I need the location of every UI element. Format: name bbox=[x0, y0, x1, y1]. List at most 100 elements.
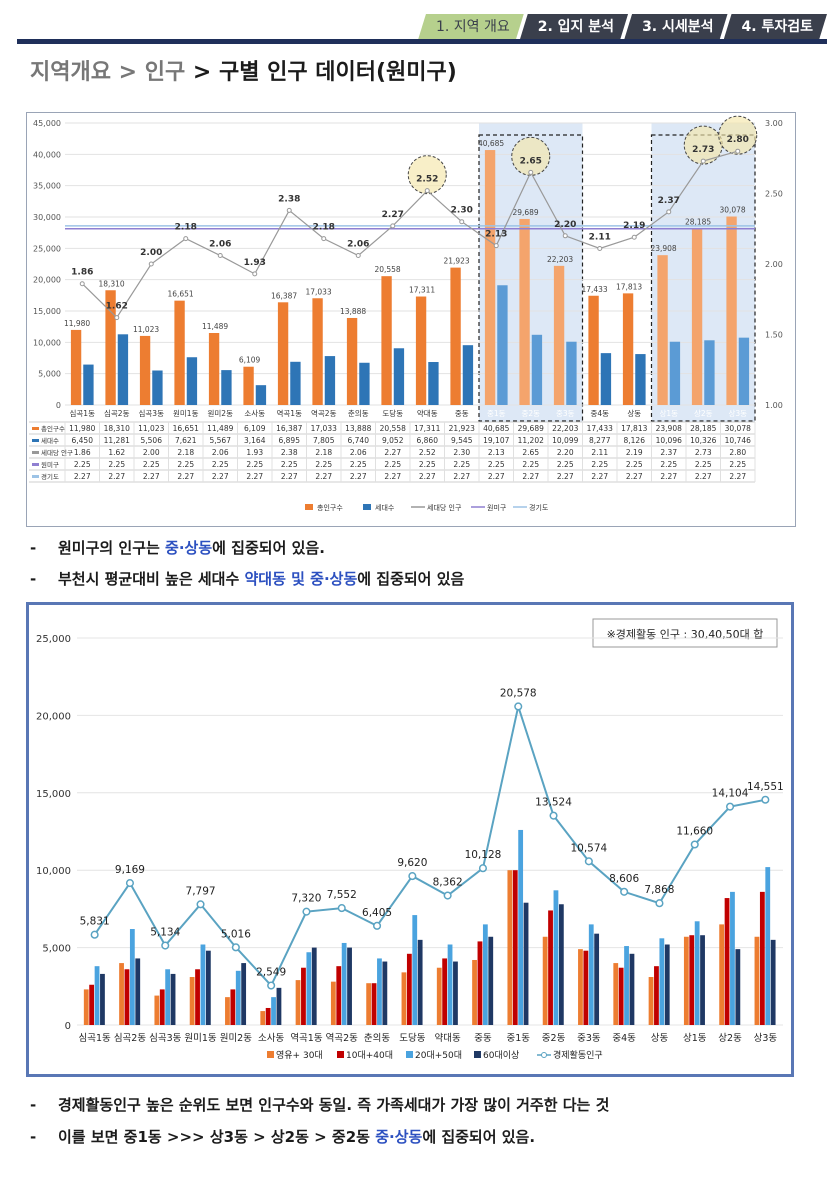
bar-1 bbox=[654, 966, 659, 1025]
ratio-point bbox=[631, 234, 637, 240]
bar-total-population bbox=[346, 317, 358, 405]
ratio-data-label: 2.06 bbox=[347, 240, 369, 250]
table-cell: 2.25 bbox=[384, 460, 401, 469]
x-tick-label: 원미1동 bbox=[184, 1033, 217, 1044]
y2-tick-label: 1.50 bbox=[765, 331, 783, 340]
bar-3 bbox=[311, 947, 317, 1025]
ratio-data-label: 1.86 bbox=[71, 268, 93, 278]
table-cell: 2.27 bbox=[522, 472, 539, 481]
bar-total-population bbox=[243, 366, 254, 405]
line-point bbox=[408, 872, 417, 881]
bar-households bbox=[186, 357, 198, 405]
line-point bbox=[337, 904, 346, 913]
line-data-label: 5,134 bbox=[150, 927, 180, 939]
table-cell: 22,203 bbox=[552, 424, 578, 433]
bar-2 bbox=[306, 952, 312, 1025]
line-point bbox=[584, 857, 593, 866]
y-tick-label: 25,000 bbox=[36, 634, 71, 645]
bar-1 bbox=[159, 989, 165, 1025]
table-cell: 16,651 bbox=[173, 424, 199, 433]
bar-3 bbox=[170, 973, 176, 1025]
table-cell: 23,908 bbox=[656, 424, 682, 433]
table-legend-key bbox=[32, 439, 39, 442]
x-tick-label: 상2동 bbox=[718, 1033, 742, 1044]
bar-0 bbox=[330, 981, 336, 1025]
table-cell: 21,923 bbox=[449, 424, 475, 433]
table-legend-key bbox=[32, 475, 39, 478]
table-cell: 40,685 bbox=[483, 424, 509, 433]
bar-0 bbox=[401, 972, 407, 1025]
series-line-ratio bbox=[81, 150, 738, 319]
bar-data-label: 17,813 bbox=[616, 282, 642, 291]
line-point bbox=[267, 981, 276, 990]
y-tick-label: 20,000 bbox=[33, 276, 61, 285]
y-tick-label: 30,000 bbox=[33, 213, 61, 222]
tab-region-overview[interactable]: 1. 지역 개요 bbox=[418, 14, 524, 40]
tab-price-analysis[interactable]: 3. 시세분석 bbox=[624, 14, 727, 40]
highlight-bg-1 bbox=[651, 123, 755, 422]
bar-3 bbox=[700, 935, 705, 1025]
line-point bbox=[549, 811, 558, 820]
table-cell: 9,052 bbox=[382, 436, 404, 445]
table-cell: 28,185 bbox=[690, 424, 716, 433]
line-point bbox=[478, 864, 488, 873]
bar-2 bbox=[624, 946, 629, 1025]
table-cell: 19,107 bbox=[483, 436, 509, 445]
ratio-data-label: 2.18 bbox=[313, 223, 335, 233]
legend-key bbox=[406, 1051, 413, 1058]
table-cell: 2.27 bbox=[143, 472, 160, 481]
line-point bbox=[161, 941, 170, 950]
table-cell: 2.13 bbox=[488, 448, 505, 457]
page-title: 지역개요 > 인구 > 구별 인구 데이터(원미구) bbox=[30, 54, 457, 86]
y-tick-label: 15,000 bbox=[36, 789, 71, 800]
table-cell: 2.25 bbox=[212, 460, 229, 469]
bar-households bbox=[117, 334, 129, 405]
table-cell: 10,746 bbox=[725, 436, 751, 445]
tab-location-analysis[interactable]: 2. 입지 분석 bbox=[520, 14, 628, 40]
x-tick-label: 역곡1동 bbox=[290, 1033, 323, 1044]
x-tick-label: 중3동 bbox=[556, 409, 575, 418]
bar-total-population bbox=[381, 276, 392, 405]
table-cell: 2.27 bbox=[177, 472, 194, 481]
line-data-label: 9,620 bbox=[397, 857, 427, 869]
table-cell: 2.38 bbox=[281, 448, 298, 457]
bar-0 bbox=[295, 980, 301, 1025]
x-tick-label: 상동 bbox=[651, 1033, 669, 1044]
legend-label: 10대+40대 bbox=[346, 1050, 393, 1061]
x-tick-label: 심곡2동 bbox=[104, 408, 130, 418]
bar-households bbox=[600, 353, 612, 405]
bar-2 bbox=[447, 944, 453, 1025]
table-cell: 2.25 bbox=[108, 460, 125, 469]
table-cell: 2.25 bbox=[626, 460, 643, 469]
table-row-header: 세대수 bbox=[41, 436, 59, 445]
ratio-data-label: 2.18 bbox=[175, 223, 197, 233]
bullet-2: - 부천시 평균대비 높은 세대수 약대동 및 중·상동에 집중되어 있음 bbox=[30, 570, 465, 588]
ratio-point bbox=[390, 223, 396, 229]
x-tick-label: 춘의동 bbox=[364, 1033, 390, 1044]
bar-households bbox=[462, 345, 474, 405]
bar-3 bbox=[488, 936, 494, 1025]
table-cell: 2.27 bbox=[419, 472, 436, 481]
ratio-point bbox=[459, 219, 465, 225]
line-data-label: 20,578 bbox=[500, 687, 537, 699]
tab-investment-review[interactable]: 4. 투자검토 bbox=[724, 14, 827, 40]
x-tick-label: 약대동 bbox=[435, 1032, 461, 1044]
bar-2 bbox=[694, 921, 700, 1025]
ratio-data-label: 2.13 bbox=[485, 230, 507, 240]
x-tick-label: 상3동 bbox=[728, 408, 747, 418]
x-tick-label: 중1동 bbox=[487, 409, 506, 418]
y-tick-label: 20,000 bbox=[36, 711, 71, 722]
table-cell: 2.27 bbox=[660, 472, 677, 481]
bar-1 bbox=[759, 891, 765, 1025]
bar-data-label: 11,489 bbox=[202, 322, 228, 331]
bar-2 bbox=[482, 924, 488, 1025]
legend-key bbox=[474, 1051, 481, 1058]
x-tick-label: 역곡2동 bbox=[326, 1033, 359, 1044]
line-data-label: 7,868 bbox=[644, 884, 674, 896]
x-tick-label: 역곡2동 bbox=[311, 408, 337, 418]
bar-households bbox=[635, 354, 646, 405]
bullet-4: - 이를 보면 중1동 >>> 상3동 > 상2동 > 중2동 중·상동에 집중되… bbox=[30, 1128, 536, 1146]
table-cell: 17,311 bbox=[414, 424, 440, 433]
table-cell: 10,099 bbox=[552, 436, 578, 445]
bar-data-label: 40,685 bbox=[478, 139, 504, 148]
